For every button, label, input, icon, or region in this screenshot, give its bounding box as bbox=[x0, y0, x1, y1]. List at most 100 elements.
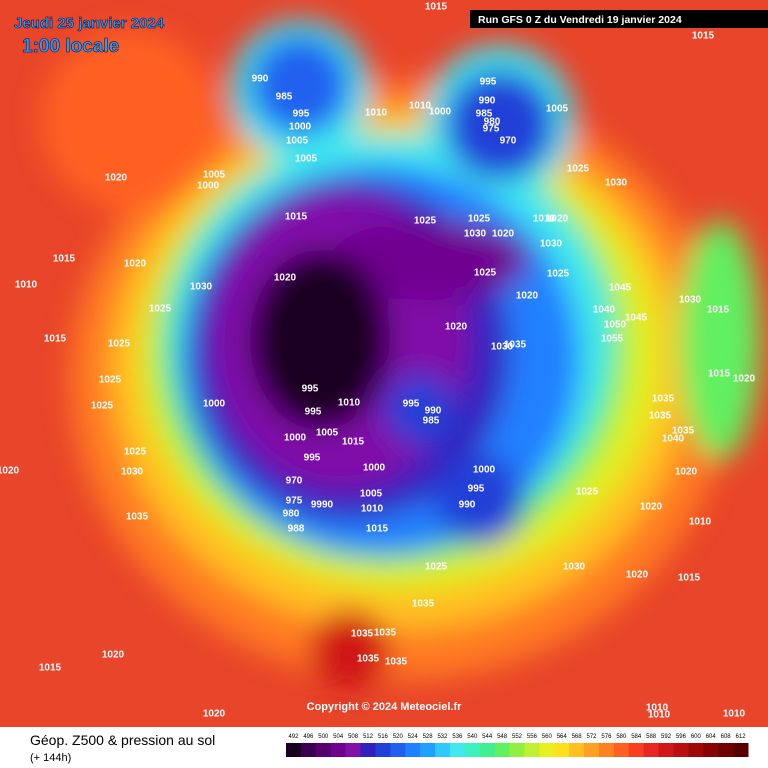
scale-label: 508 bbox=[348, 734, 359, 740]
pressure-label: 1025 bbox=[99, 375, 122, 386]
scale-label: 572 bbox=[587, 734, 598, 740]
pressure-label: 1010 bbox=[361, 504, 384, 515]
pressure-label: 985 bbox=[476, 109, 493, 120]
scale-label: 520 bbox=[393, 734, 404, 740]
pressure-label: 1035 bbox=[672, 426, 695, 437]
pressure-label: 1010 bbox=[533, 214, 556, 225]
pressure-label: 970 bbox=[286, 476, 303, 487]
pressure-label: 1020 bbox=[203, 709, 226, 720]
scale-swatch bbox=[643, 743, 660, 757]
pressure-label: 990 bbox=[252, 74, 269, 85]
pressure-label: 1005 bbox=[203, 170, 226, 181]
scale-label: 544 bbox=[482, 734, 493, 740]
scale-swatch bbox=[598, 743, 615, 757]
scale-label: 564 bbox=[557, 734, 568, 740]
scale-label: 560 bbox=[542, 734, 553, 740]
scale-swatch bbox=[330, 743, 347, 757]
pressure-label: 1010 bbox=[646, 703, 669, 714]
pressure-label: 985 bbox=[276, 92, 293, 103]
scale-swatch bbox=[718, 743, 734, 757]
pressure-label: 1040 bbox=[593, 305, 616, 316]
pressure-label: 1005 bbox=[546, 104, 569, 115]
scale-swatch bbox=[584, 743, 600, 757]
pressure-label: 1020 bbox=[105, 173, 128, 184]
pressure-label: 1025 bbox=[108, 339, 131, 350]
pressure-label: 1010 bbox=[689, 517, 712, 528]
pressure-label: 1050 bbox=[604, 320, 627, 331]
pressure-label: 980 bbox=[283, 509, 300, 520]
pressure-label: 985 bbox=[423, 416, 440, 427]
pressure-label: 1015 bbox=[366, 524, 389, 535]
pressure-label: 980 bbox=[484, 117, 501, 128]
pressure-label: 1020 bbox=[445, 322, 468, 333]
scale-label: 596 bbox=[676, 734, 687, 740]
scale-swatch bbox=[375, 743, 391, 757]
pressure-label: 1015 bbox=[53, 254, 76, 265]
scale-swatch bbox=[360, 743, 376, 757]
scale-label: 568 bbox=[572, 734, 583, 740]
pressure-label: 1025 bbox=[547, 269, 570, 280]
pressure-label: 1000 bbox=[429, 107, 452, 118]
scale-swatch bbox=[628, 743, 645, 757]
pressure-label: 1010 bbox=[648, 710, 671, 721]
scale-label: 556 bbox=[527, 734, 538, 740]
scale-swatch bbox=[390, 743, 406, 757]
scale-swatch bbox=[673, 743, 689, 757]
pressure-label: 1025 bbox=[567, 164, 590, 175]
pressure-label: 1025 bbox=[468, 214, 491, 225]
scale-label: 536 bbox=[452, 734, 463, 740]
pressure-label: 1030 bbox=[190, 282, 213, 293]
pressure-label: 1025 bbox=[425, 562, 448, 573]
pressure-label: 1015 bbox=[708, 369, 731, 380]
pressure-label: 1035 bbox=[504, 340, 527, 351]
field bbox=[0, 0, 768, 727]
scale-swatch bbox=[524, 743, 540, 757]
pressure-label: 1045 bbox=[609, 283, 632, 294]
pressure-label: 1015 bbox=[707, 305, 730, 316]
pressure-label: 1005 bbox=[360, 489, 383, 500]
scale-label: 576 bbox=[601, 734, 612, 740]
scale-label: 580 bbox=[616, 734, 627, 740]
scale-label: 528 bbox=[423, 734, 434, 740]
scale-swatch bbox=[688, 743, 704, 757]
pressure-label: 1035 bbox=[385, 657, 408, 668]
pressure-label: 1000 bbox=[363, 463, 386, 474]
pressure-label: 1020 bbox=[733, 374, 756, 385]
pressure-label: 1030 bbox=[679, 295, 702, 306]
pressure-label: 975 bbox=[286, 496, 303, 507]
pressure-label: 1035 bbox=[412, 599, 435, 610]
pressure-label: 1010 bbox=[365, 108, 388, 119]
pressure-label: 1020 bbox=[492, 229, 515, 240]
pressure-label: 1030 bbox=[464, 229, 487, 240]
pressure-label: 1005 bbox=[286, 136, 309, 147]
scale-swatch bbox=[449, 743, 466, 757]
pressure-label: 1005 bbox=[295, 154, 318, 165]
footer-lead: (+ 144h) bbox=[30, 752, 71, 764]
scale-label: 532 bbox=[437, 734, 448, 740]
pressure-label: 1000 bbox=[203, 399, 226, 410]
scale-swatch bbox=[345, 743, 362, 757]
pressure-label: 1040 bbox=[662, 434, 685, 445]
scale-swatch bbox=[509, 743, 525, 757]
pressure-label: 1035 bbox=[652, 394, 675, 405]
pressure-label: 1020 bbox=[546, 214, 569, 225]
scale-swatch bbox=[405, 743, 421, 757]
pressure-label: 1035 bbox=[126, 512, 149, 523]
pressure-label: 1015 bbox=[692, 31, 715, 42]
pressure-label: 1020 bbox=[675, 467, 698, 478]
pressure-label: 1020 bbox=[516, 291, 539, 302]
pressure-label: 988 bbox=[288, 524, 305, 535]
pressure-label: 1015 bbox=[425, 2, 448, 13]
run-text: Run GFS 0 Z du Vendredi 19 janvier 2024 bbox=[478, 14, 682, 26]
scale-label: 512 bbox=[363, 734, 374, 740]
pressure-label: 1025 bbox=[149, 304, 172, 315]
pressure-label: 995 bbox=[302, 384, 319, 395]
pressure-label: 1025 bbox=[124, 447, 147, 458]
pressure-label: 1020 bbox=[0, 466, 20, 477]
pressure-label: 1035 bbox=[357, 654, 380, 665]
pressure-label: 1025 bbox=[91, 401, 114, 412]
scale-swatch bbox=[554, 743, 570, 757]
scale-label: 600 bbox=[691, 734, 702, 740]
scale-swatch bbox=[613, 743, 630, 757]
